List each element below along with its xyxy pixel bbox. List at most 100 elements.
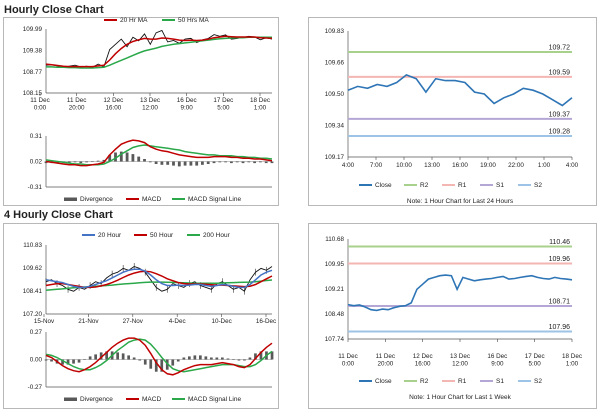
divergence-bar [137,156,141,162]
legend-label: 200 Hour [203,232,231,239]
divergence-bar [67,161,71,164]
divergence-bar [241,161,245,164]
divergence-bar [218,161,222,163]
x-tick-label: 16:00 [452,162,468,169]
divergence-bar [212,161,216,164]
level-label-s2: 107.96 [549,324,571,331]
level-label-r1: 109.59 [549,69,571,76]
divergence-bar [188,356,191,360]
y-tick-label: 109.95 [325,261,345,268]
x-tick-label: 27-Nov [123,318,144,325]
divergence-bar [270,351,274,360]
y-tick-label: 0.00 [30,357,43,364]
y-tick-label: 109.62 [23,265,43,272]
divergence-bar [148,161,152,163]
close-price-line [45,29,273,68]
ma-50-line [45,270,273,289]
x-tick-label: 20:00 [69,105,85,112]
x-tick-label: 1:00 [566,361,579,368]
y-tick-label: 109.34 [325,123,345,130]
x-tick-label: 5:00 [217,105,230,112]
x-tick-label: 18 Dec [250,97,270,104]
divergence-bar [79,161,83,164]
divergence-bar [224,161,227,163]
divergence-bar [201,161,204,165]
divergence-bar [253,161,256,164]
x-tick-label: 11 Dec [30,97,49,104]
divergence-bar [193,355,197,360]
divergence-bar [127,355,130,360]
macd-signal-line [45,144,273,166]
divergence-bar [199,355,202,360]
divergence-bar [195,161,199,166]
y-tick-label: 109.17 [325,154,345,161]
ma-20-line [45,35,273,68]
divergence-bar [259,161,262,163]
x-tick-label: 20:00 [377,361,393,368]
y-tick-label: 109.99 [23,26,43,33]
divergence-bar [125,152,129,162]
x-tick-label: 11 Dec [376,353,395,360]
x-tick-label: 19:00 [480,162,496,169]
divergence-bar [182,357,186,360]
x-tick-label: 9:00 [181,105,194,112]
divergence-bar [176,359,180,362]
divergence-bar [77,359,81,363]
ma-20-line [45,268,273,289]
divergence-bar [230,161,233,164]
divergence-bar [44,359,48,361]
x-tick-label: 7:00 [370,162,383,169]
divergence-bar [96,160,100,162]
divergence-bar [160,161,164,165]
y-tick-label: 108.77 [23,69,43,76]
legend-label: 20 Hour [98,232,122,239]
y-tick-label: 0.31 [30,133,43,140]
y-tick-label: -0.27 [28,384,43,391]
legend-label: S1 [496,378,504,385]
divergence-bar [189,161,193,166]
x-tick-label: 11 Dec [67,97,86,104]
legend-label: 50 Hour [150,232,174,239]
divergence-bar [204,356,208,360]
legend-label: R2 [420,182,429,189]
legend-label: Divergence [80,196,113,203]
legend-label: MACD Signal Line [188,396,241,403]
y-tick-label: 110.83 [23,242,42,249]
divergence-bar [138,359,142,361]
divergence-bar [264,161,268,164]
divergence-bar [210,357,213,360]
divergence-bar [143,159,146,162]
y-tick-label: 109.50 [325,91,345,98]
legend-label: S2 [534,378,542,385]
x-tick-label: 4-Dec [169,318,186,325]
divergence-bar [232,359,235,360]
legend-label: MACD Signal Line [188,196,241,203]
divergence-bar [235,161,239,163]
divergence-bar [66,359,70,365]
x-tick-label: 10-Dec [211,318,231,325]
divergence-bar [121,353,125,360]
divergence-bar [160,359,164,372]
x-tick-label: 16-Dec [256,318,276,325]
divergence-bar [116,352,119,360]
macd-line [45,139,273,167]
level-label-r1: 109.96 [549,256,571,263]
legend-label: MACD [142,196,161,203]
x-tick-label: 16 Dec [487,353,507,360]
y-tick-label: 109.83 [325,28,345,35]
divergence-bar [108,154,112,162]
divergence-bar [226,358,230,360]
hourly-left-frame [3,17,279,206]
x-tick-label: 16:00 [105,105,121,112]
divergence-bar [237,359,241,361]
y-tick-label: -0.31 [28,184,43,191]
divergence-bar [56,161,59,164]
close-line [347,73,573,107]
x-tick-label: 0:00 [342,361,355,368]
x-tick-label: 12 Dec [103,97,123,104]
y-tick-label: 107.74 [325,336,345,343]
close-line [347,274,573,312]
x-tick-label: 15-Nov [34,318,55,325]
x-tick-label: 13:00 [424,162,440,169]
divergence-bar [99,352,103,360]
